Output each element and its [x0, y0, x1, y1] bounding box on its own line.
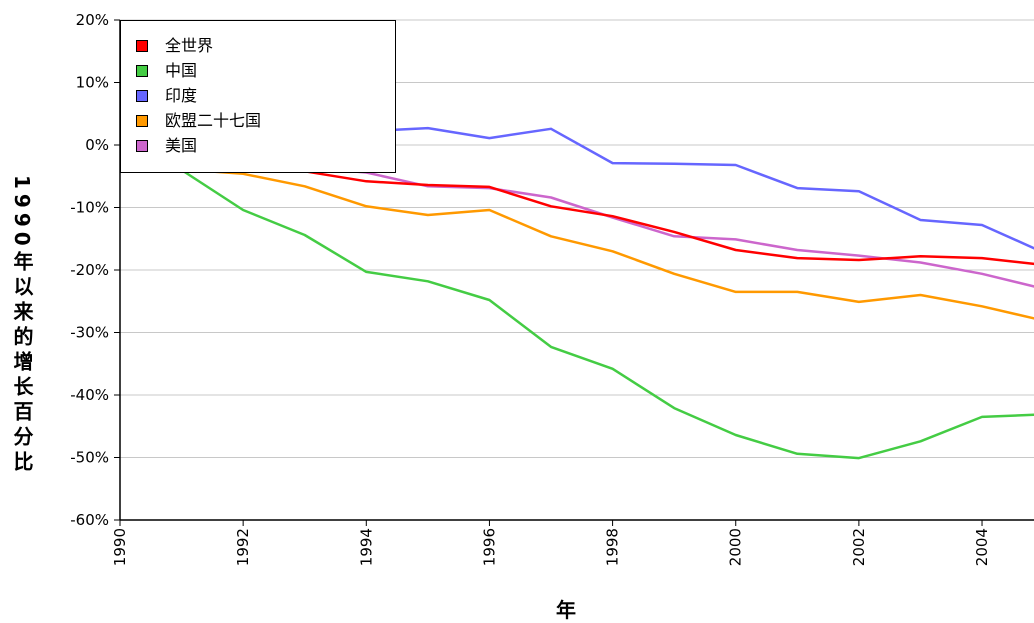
y-tick-label: -60% [70, 511, 109, 529]
y-tick-label: -40% [70, 386, 109, 404]
x-tick-label: 1990 [111, 528, 129, 566]
series-line-3 [120, 143, 1034, 320]
legend-label: 美国 [165, 136, 198, 155]
x-axis-title: 年 [556, 598, 576, 622]
y-tick-label: -20% [70, 261, 109, 279]
y-axis-title: 1990年以来的增长百分比 [10, 175, 34, 476]
y-tick-label: 10% [76, 74, 109, 92]
legend-label: 全世界 [165, 36, 214, 55]
legend-label: 印度 [165, 86, 198, 105]
legend-item: 欧盟二十七国 [121, 108, 395, 133]
legend-item: 印度 [121, 83, 395, 108]
legend-swatch [136, 65, 148, 77]
x-tick-label: 1994 [357, 528, 375, 566]
legend-label: 中国 [165, 61, 198, 80]
x-tick-label: 2002 [850, 528, 868, 566]
legend-item: 中国 [121, 58, 395, 83]
y-tick-label: -30% [70, 324, 109, 342]
tick-labels: 20% 10% 0% -10% -20% -30% -40% -50% -60%1990 1992… [70, 11, 991, 566]
x-tick-label: 2000 [727, 528, 745, 566]
legend-swatch [136, 115, 148, 127]
x-tick-label: 1998 [604, 528, 622, 566]
y-tick-label: -50% [70, 449, 109, 467]
legend-item: 全世界 [121, 33, 395, 58]
y-tick-label: 0% [85, 136, 109, 154]
y-tick-label: -10% [70, 199, 109, 217]
legend-swatch [136, 140, 148, 152]
legend-label: 欧盟二十七国 [165, 111, 262, 130]
series-lines [120, 126, 1034, 460]
legend-swatch [136, 40, 148, 52]
y-tick-label: 20% [76, 11, 109, 29]
x-tick-label: 2004 [973, 528, 991, 566]
series-line-1 [120, 143, 1034, 460]
x-tick-label: 1996 [480, 528, 498, 566]
chart-legend: 全世界 中国 印度 欧盟二十七国 美国 [120, 20, 396, 173]
legend-swatch [136, 90, 148, 102]
legend-item: 美国 [121, 133, 395, 158]
x-tick-label: 1992 [234, 528, 252, 566]
